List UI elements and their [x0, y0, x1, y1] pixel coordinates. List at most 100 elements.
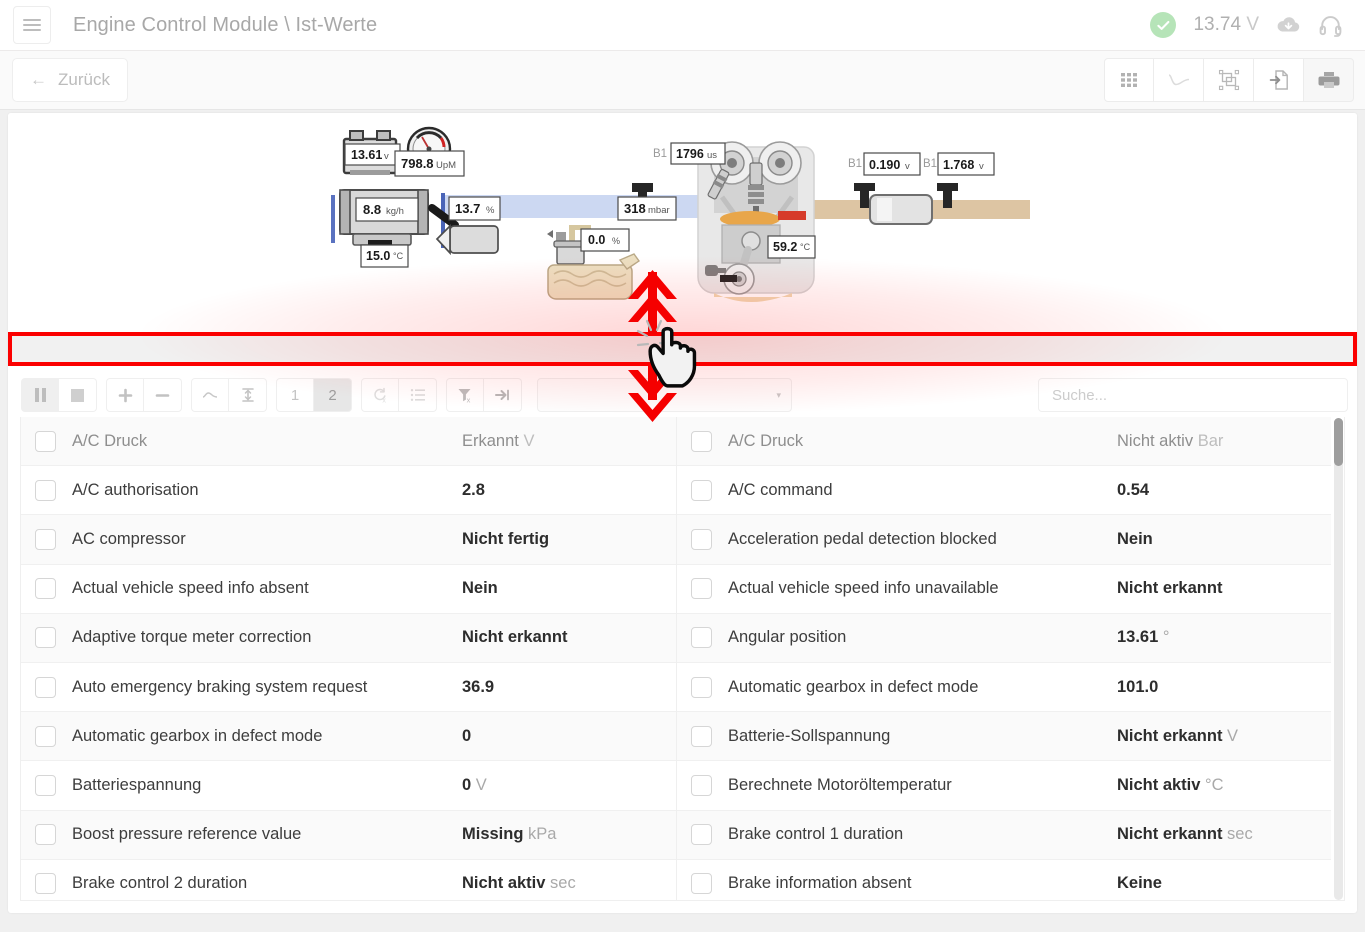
hamburger-icon[interactable] [13, 6, 51, 44]
row-label: Adaptive torque meter correction [72, 628, 312, 647]
table-row[interactable]: Actual vehicle speed info unavailable Ni… [677, 565, 1331, 614]
stop-button[interactable] [59, 378, 97, 412]
highlight-box [8, 332, 1357, 366]
row-checkbox[interactable] [691, 430, 712, 452]
row-checkbox[interactable] [691, 479, 712, 501]
scrollbar-track[interactable] [1334, 418, 1343, 900]
battery-voltage-readout: 13.74 V [1193, 14, 1259, 36]
row-checkbox[interactable] [691, 528, 712, 550]
table-row[interactable]: Brake control 2 duration Nicht aktiv sec [21, 860, 676, 900]
row-checkbox[interactable] [691, 824, 712, 846]
row-checkbox[interactable] [691, 774, 712, 796]
row-checkbox[interactable] [35, 578, 56, 600]
row-label: A/C Druck [728, 431, 804, 450]
back-button[interactable]: ← Zurück [12, 58, 128, 102]
row-checkbox[interactable] [35, 627, 56, 649]
table-row[interactable]: Actual vehicle speed info absent Nein [21, 565, 676, 614]
row-checkbox[interactable] [691, 578, 712, 600]
table-row[interactable]: Batterie-Sollspannung Nicht erkannt V [677, 712, 1331, 762]
row-value: Nicht aktiv °C [1117, 775, 1224, 794]
collapsed-panel-row[interactable] [8, 332, 1357, 366]
svg-text:B1: B1 [848, 158, 862, 170]
table-row[interactable]: AC compressor Nicht fertig [21, 515, 676, 565]
fit-height-button[interactable] [229, 378, 267, 412]
table-scrollbar[interactable] [1334, 418, 1344, 900]
svg-text:°C: °C [393, 251, 404, 261]
row-checkbox[interactable] [35, 479, 56, 501]
table-row[interactable]: Angular position 13.61 ° [677, 613, 1331, 663]
table-row[interactable]: Automatic gearbox in defect mode 101.0 [677, 663, 1331, 713]
hamburger-bar [23, 29, 41, 31]
svg-text:B1: B1 [923, 158, 937, 170]
row-value: 2.8 [462, 480, 485, 499]
row-checkbox[interactable] [35, 725, 56, 747]
engine-schematic-diagram[interactable]: 13.61 v 798.8 UpM 8.8 kg/h 15.0 °C [8, 113, 1357, 321]
display-mode-group [191, 378, 267, 412]
table-row[interactable]: Batteriespannung 0 V [21, 761, 676, 811]
table-row[interactable]: Acceleration pedal detection blocked Nei… [677, 515, 1331, 565]
row-value: Nicht aktiv Bar [1117, 431, 1224, 450]
row-checkbox[interactable] [35, 824, 56, 846]
row-checkbox[interactable] [35, 528, 56, 550]
svg-text:318: 318 [624, 201, 646, 216]
row-label: Automatic gearbox in defect mode [728, 677, 979, 696]
select-frame-icon[interactable] [1204, 58, 1254, 102]
clear-filter-button[interactable]: x [446, 378, 484, 412]
row-checkbox[interactable] [691, 873, 712, 895]
jump-end-button[interactable] [484, 378, 522, 412]
grid-view-icon[interactable] [1104, 58, 1154, 102]
scrollbar-thumb[interactable] [1334, 418, 1343, 466]
row-label: Brake information absent [728, 874, 912, 893]
table-row[interactable]: Berechnete Motoröltemperatur Nicht aktiv… [677, 761, 1331, 811]
row-label: Actual vehicle speed info absent [72, 579, 309, 598]
row-value: Nicht erkannt [1117, 579, 1223, 598]
filter-group: x [446, 378, 522, 412]
print-icon[interactable] [1304, 58, 1354, 102]
table-row[interactable]: A/C Druck Nicht aktiv Bar [677, 417, 1331, 467]
import-file-icon[interactable] [1254, 58, 1304, 102]
row-checkbox[interactable] [691, 725, 712, 747]
table-row[interactable]: Auto emergency braking system request 36… [21, 663, 676, 713]
pause-button[interactable] [21, 378, 59, 412]
table-row[interactable]: Brake information absent Keine [677, 860, 1331, 900]
row-checkbox[interactable] [691, 627, 712, 649]
svg-text:°C: °C [800, 242, 811, 252]
column-2-button[interactable]: 2 [314, 378, 352, 412]
table-row[interactable]: Boost pressure reference value Missing k… [21, 810, 676, 860]
row-checkbox[interactable] [35, 774, 56, 796]
search-placeholder: Suche... [1052, 386, 1108, 404]
clear-refresh-button[interactable]: x [361, 378, 399, 412]
row-checkbox[interactable] [35, 873, 56, 895]
row-checkbox[interactable] [35, 676, 56, 698]
row-checkbox[interactable] [691, 676, 712, 698]
svg-text:59.2: 59.2 [773, 240, 797, 254]
remove-button[interactable] [144, 378, 182, 412]
row-checkbox[interactable] [35, 430, 56, 452]
list-tools-group: x [361, 378, 437, 412]
line-chart-icon[interactable] [1154, 58, 1204, 102]
headset-icon[interactable] [1318, 13, 1343, 38]
svg-text:UpM: UpM [436, 160, 456, 171]
search-input[interactable]: Suche... [1038, 378, 1348, 412]
row-value: 0.54 [1117, 480, 1150, 499]
table-row[interactable]: A/C authorisation 2.8 [21, 466, 676, 516]
add-button[interactable] [106, 378, 144, 412]
column-1-button[interactable]: 1 [276, 378, 314, 412]
svg-text:13.61: 13.61 [351, 148, 382, 162]
main-content-card: 13.61 v 798.8 UpM 8.8 kg/h 15.0 °C [8, 113, 1357, 913]
cloud-download-icon[interactable] [1276, 15, 1301, 35]
table-column-right: A/C Druck Nicht aktiv Bar A/C command 0.… [676, 417, 1331, 900]
values-toolbar: 1 2 x [8, 375, 1357, 415]
row-label: Acceleration pedal detection blocked [728, 529, 997, 548]
table-row[interactable]: A/C command 0.54 [677, 466, 1331, 516]
table-row[interactable]: Adaptive torque meter correction Nicht e… [21, 613, 676, 663]
list-view-button[interactable] [399, 378, 437, 412]
row-label: A/C authorisation [72, 480, 199, 499]
group-filter-select[interactable]: ▾ [537, 378, 792, 412]
voltage-unit: V [1246, 14, 1259, 35]
waveform-button[interactable] [191, 378, 229, 412]
table-row[interactable]: Automatic gearbox in defect mode 0 [21, 712, 676, 762]
svg-text:0.190: 0.190 [869, 158, 900, 172]
table-row[interactable]: Brake control 1 duration Nicht erkannt s… [677, 810, 1331, 860]
table-row[interactable]: A/C Druck Erkannt V [21, 417, 676, 467]
